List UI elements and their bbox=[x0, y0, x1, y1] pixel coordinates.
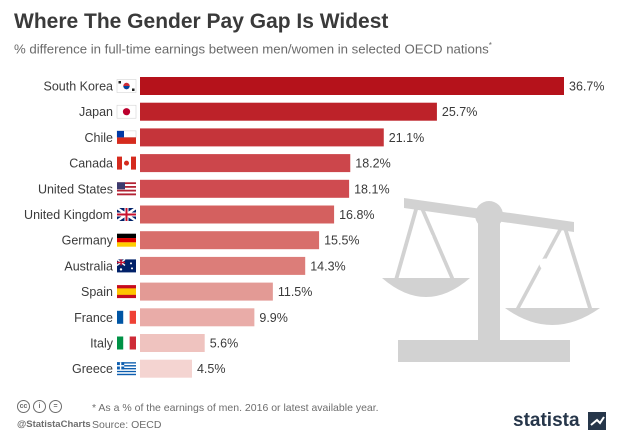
social-handle[interactable]: @StatistaCharts bbox=[17, 419, 91, 430]
category-label: South Korea bbox=[44, 80, 114, 94]
value-label: 14.3% bbox=[310, 259, 345, 273]
chart-area: South Korea 36.7% Japan 25.7% Chile 21.1% Cana… bbox=[0, 68, 620, 388]
flag-italy-icon bbox=[117, 336, 136, 350]
flag-canada-icon bbox=[117, 156, 136, 170]
person-icon: i bbox=[33, 400, 46, 413]
category-label: Germany bbox=[62, 234, 114, 248]
flag-japan-icon bbox=[116, 104, 137, 119]
flag-south-korea-icon bbox=[116, 79, 137, 93]
category-label: United Kingdom bbox=[24, 208, 113, 222]
statista-logo-icon bbox=[588, 412, 606, 430]
scale-base bbox=[398, 340, 570, 362]
scale-illustration bbox=[382, 198, 600, 362]
bar bbox=[140, 282, 273, 301]
flag-united-kingdom-icon bbox=[116, 206, 137, 223]
bar bbox=[140, 77, 564, 95]
source-note: Source: OECD bbox=[92, 419, 162, 431]
bar bbox=[140, 256, 306, 275]
bar-rows: South Korea 36.7% Japan 25.7% Chile 21.1% Cana… bbox=[24, 77, 604, 378]
bar-chart: South Korea 36.7% Japan 25.7% Chile 21.1% Cana… bbox=[24, 77, 604, 378]
scale-pole bbox=[478, 218, 500, 342]
bar bbox=[140, 205, 335, 224]
category-label: Greece bbox=[72, 362, 113, 376]
bar bbox=[140, 334, 205, 352]
scale-left-strap bbox=[394, 206, 419, 280]
flag-france-icon bbox=[117, 310, 136, 324]
value-label: 11.5% bbox=[278, 285, 313, 299]
bar bbox=[140, 128, 384, 147]
subtitle-footnote-mark: * bbox=[488, 41, 492, 50]
license-icons: cc i = bbox=[17, 400, 62, 413]
category-label: Chile bbox=[85, 131, 114, 145]
flag-australia-icon bbox=[116, 258, 136, 273]
flag-spain-icon bbox=[117, 285, 136, 299]
brand-logo[interactable]: statista bbox=[513, 410, 580, 431]
footnote: * As a % of the earnings of men. 2016 or… bbox=[92, 402, 379, 414]
category-label: France bbox=[74, 311, 113, 325]
flag-chile-icon bbox=[116, 130, 137, 144]
value-label: 36.7% bbox=[569, 80, 604, 94]
scale-right-pan bbox=[505, 308, 600, 325]
bar bbox=[140, 179, 350, 198]
flag-greece-icon bbox=[117, 362, 136, 376]
bar bbox=[140, 308, 255, 327]
value-label: 9.9% bbox=[259, 311, 288, 325]
chart-title: Where The Gender Pay Gap Is Widest bbox=[14, 10, 389, 33]
value-label: 5.6% bbox=[210, 337, 239, 351]
chart-subtitle: % difference in full-time earnings betwe… bbox=[14, 41, 492, 57]
value-label: 25.7% bbox=[442, 105, 477, 119]
value-label: 15.5% bbox=[324, 234, 359, 248]
cc-icon: cc bbox=[17, 400, 30, 413]
equals-icon: = bbox=[49, 400, 62, 413]
scale-beam bbox=[404, 198, 574, 232]
flag-united-states-icon bbox=[117, 182, 136, 196]
category-label: Spain bbox=[81, 285, 113, 299]
bar bbox=[140, 102, 437, 121]
man-icon bbox=[539, 258, 551, 306]
flag-germany-icon bbox=[117, 233, 136, 247]
value-label: 18.2% bbox=[355, 157, 390, 171]
value-label: 18.1% bbox=[354, 182, 389, 196]
category-label: Australia bbox=[64, 259, 113, 273]
scale-right-strap-2 bbox=[563, 228, 592, 308]
category-label: Canada bbox=[69, 157, 113, 171]
woman-icon bbox=[417, 232, 437, 278]
value-label: 16.8% bbox=[339, 208, 374, 222]
scale-left-strap-2 bbox=[419, 206, 455, 280]
scale-right-strap bbox=[516, 228, 563, 308]
category-label: Italy bbox=[90, 337, 114, 351]
category-label: Japan bbox=[79, 105, 113, 119]
bar bbox=[140, 231, 320, 250]
value-label: 21.1% bbox=[389, 131, 424, 145]
scale-left-pan bbox=[382, 278, 470, 297]
category-label: United States bbox=[38, 182, 113, 196]
bar bbox=[140, 359, 192, 378]
value-label: 4.5% bbox=[197, 362, 226, 376]
bar bbox=[140, 154, 351, 173]
